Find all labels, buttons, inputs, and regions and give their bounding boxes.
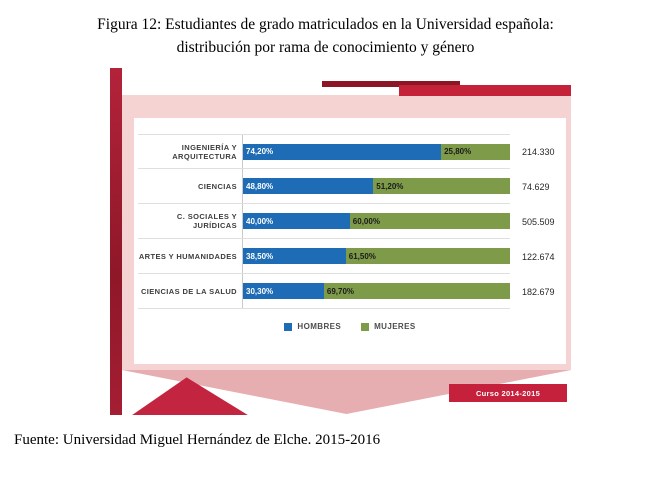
segment-value-label: 30,30% [246, 286, 274, 296]
chart-row: CIENCIAS DE LA SALUD 30,30% 69,70% 182.6… [138, 274, 562, 309]
chart-row: CIENCIAS 48,80% 51,20% 74.629 [138, 169, 562, 204]
hombres-swatch-icon [284, 322, 293, 331]
category-label: ARTES Y HUMANIDADES [138, 251, 237, 261]
segment-value-label: 51,20% [376, 181, 404, 191]
chart-row: ARTES Y HUMANIDADES 38,50% 61,50% 122.67… [138, 239, 562, 274]
category-label: CIENCIAS [197, 181, 237, 191]
slide-top-crimson-bar [399, 85, 571, 96]
chart-row-main: CIENCIAS DE LA SALUD 30,30% 69,70% [138, 274, 510, 309]
total-label: 182.679 [522, 286, 555, 297]
chart-panel: INGENIERÍA Y ARQUITECTURA 74,20% 25,80% … [134, 118, 566, 364]
bar-segment-mujeres: 69,70% [323, 283, 510, 299]
chart-row-main: CIENCIAS 48,80% 51,20% [138, 169, 510, 204]
category-label: C. SOCIALES Y JURÍDICAS [176, 212, 237, 230]
total-label: 74.629 [522, 181, 550, 192]
stacked-bar: 40,00% 60,00% [243, 213, 510, 229]
segment-value-label: 61,50% [348, 251, 376, 261]
segment-value-label: 40,00% [246, 216, 274, 226]
bar-area: 40,00% 60,00% [242, 204, 510, 238]
slide-top-dark-red-bar [322, 81, 460, 87]
bar-area: 30,30% 69,70% [242, 274, 510, 308]
figure-caption-line2: distribución por rama de conocimiento y … [176, 39, 475, 57]
bar-segment-mujeres: 51,20% [373, 178, 510, 194]
chart-row-main: C. SOCIALES Y JURÍDICAS 40,00% 60,00% [138, 204, 510, 239]
legend-item-mujeres: MUJERES [361, 322, 415, 331]
legend-item-hombres: HOMBRES [284, 322, 341, 331]
mujeres-swatch-icon [361, 322, 370, 331]
bar-area: 38,50% 61,50% [242, 239, 510, 273]
category-label: INGENIERÍA Y ARQUITECTURA [172, 142, 237, 161]
chart-row: C. SOCIALES Y JURÍDICAS 40,00% 60,00% 50… [138, 204, 562, 239]
total-label: 505.509 [522, 216, 555, 227]
bar-area: 48,80% 51,20% [242, 169, 510, 203]
bar-segment-hombres: 74,20% [243, 143, 442, 160]
stacked-bar: 48,80% 51,20% [243, 178, 510, 194]
chart-row-main: INGENIERÍA Y ARQUITECTURA 74,20% 25,80% [138, 134, 510, 169]
curso-badge: Curso 2014-2015 [449, 384, 567, 402]
figure-caption: Figura 12: Estudiantes de grado matricul… [0, 13, 651, 60]
category-label: CIENCIAS DE LA SALUD [140, 286, 237, 296]
segment-value-label: 69,70% [326, 286, 355, 296]
bar-segment-hombres: 30,30% [243, 283, 324, 299]
chart-row: INGENIERÍA Y ARQUITECTURA 74,20% 25,80% … [138, 134, 562, 169]
bar-area: 74,20% 25,80% [242, 135, 510, 168]
bar-segment-mujeres: 60,00% [349, 213, 510, 229]
chart-legend: HOMBRES MUJERES [138, 322, 562, 331]
segment-value-label: 74,20% [246, 147, 274, 156]
figure-source: Fuente: Universidad Miguel Hernández de … [14, 432, 381, 448]
stacked-bar: 38,50% 61,50% [243, 248, 510, 264]
legend-label-hombres: HOMBRES [297, 322, 342, 331]
segment-value-label: 38,50% [246, 251, 274, 261]
embedded-slide: INGENIERÍA Y ARQUITECTURA 74,20% 25,80% … [110, 68, 571, 415]
total-label: 122.674 [522, 251, 555, 262]
total-label: 214.330 [522, 146, 555, 157]
bar-segment-mujeres: 61,50% [345, 248, 510, 264]
bar-segment-hombres: 38,50% [243, 248, 346, 264]
stacked-bar: 74,20% 25,80% [243, 143, 510, 160]
legend-label-mujeres: MUJERES [374, 322, 416, 331]
bar-segment-hombres: 48,80% [243, 178, 374, 194]
segment-value-label: 60,00% [352, 216, 380, 226]
figure-caption-line1: Figura 12: Estudiantes de grado matricul… [97, 16, 554, 33]
bar-segment-hombres: 40,00% [243, 213, 350, 229]
segment-value-label: 48,80% [246, 181, 274, 191]
slide-left-red-bar [110, 68, 122, 415]
slide-bottom-decoration: Curso 2014-2015 [122, 370, 571, 415]
stacked-bar: 30,30% 69,70% [243, 283, 510, 299]
segment-value-label: 25,80% [444, 147, 472, 156]
bar-segment-mujeres: 25,80% [441, 143, 510, 160]
chart-row-main: ARTES Y HUMANIDADES 38,50% 61,50% [138, 239, 510, 274]
